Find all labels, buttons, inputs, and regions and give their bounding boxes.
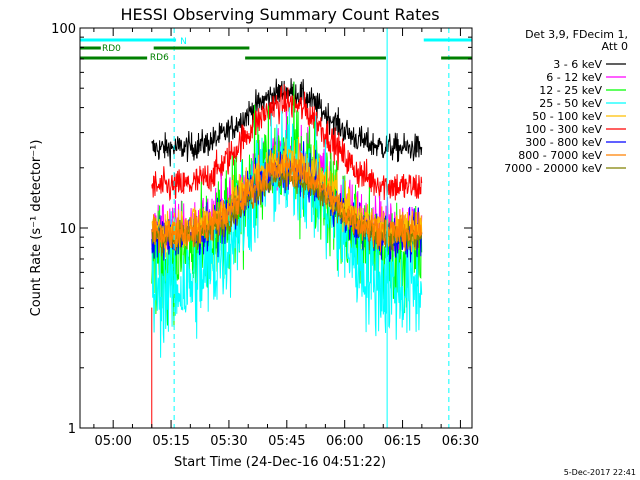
legend-header-line-1: Det 3,9, FDecim 1, <box>525 28 628 41</box>
x-tick-label: 05:00 <box>94 434 131 449</box>
legend-entry-label: 800 - 7000 keV <box>518 149 602 162</box>
x-tick-label: 05:15 <box>152 434 189 449</box>
x-tick-label: 06:00 <box>326 434 363 449</box>
flag-label-RD0: RD0 <box>102 44 121 54</box>
legend-header-line-2: Att 0 <box>602 40 628 53</box>
flag-label-RD6: RD6 <box>150 53 169 63</box>
flag-label-N: N <box>180 37 187 47</box>
legend-entry-label: 25 - 50 keV <box>539 97 602 110</box>
y-axis-ticks: 1 10 100 <box>51 22 472 437</box>
legend-entry-label: 100 - 300 keV <box>525 123 602 136</box>
y-tick-label: 100 <box>51 22 76 37</box>
legend-entry-label: 3 - 6 keV <box>553 58 602 71</box>
timestamp: 5-Dec-2017 22:41 <box>564 468 636 477</box>
legend-entry-label: 50 - 100 keV <box>532 110 602 123</box>
x-tick-label: 06:30 <box>442 434 479 449</box>
series-group <box>151 78 423 428</box>
x-axis-label: Start Time (24-Dec-16 04:51:22) <box>174 455 386 470</box>
chart-title: HESSI Observing Summary Count Rates <box>120 5 439 24</box>
legend-entry-label: 6 - 12 keV <box>546 71 602 84</box>
x-tick-label: 05:45 <box>268 434 305 449</box>
y-tick-label: 10 <box>59 222 76 237</box>
series-line-7 <box>151 151 423 254</box>
series-line-3 <box>151 107 423 358</box>
x-axis-ticks: 05:00 05:15 05:30 05:45 06:00 06:15 06:30 <box>93 28 479 449</box>
x-tick-label: 06:15 <box>384 434 421 449</box>
plot-area: N RD0 RD6 <box>79 27 473 429</box>
series-line-0 <box>151 78 423 167</box>
legend-entry-label: 7000 - 20000 keV <box>504 162 602 175</box>
x-tick-label: 05:30 <box>210 434 247 449</box>
legend-entry-label: 300 - 800 keV <box>525 136 602 149</box>
y-axis-label: Count Rate (s⁻¹ detector⁻¹) <box>29 140 44 317</box>
legend-entry-label: 12 - 25 keV <box>539 84 602 97</box>
y-tick-label: 1 <box>68 422 76 437</box>
